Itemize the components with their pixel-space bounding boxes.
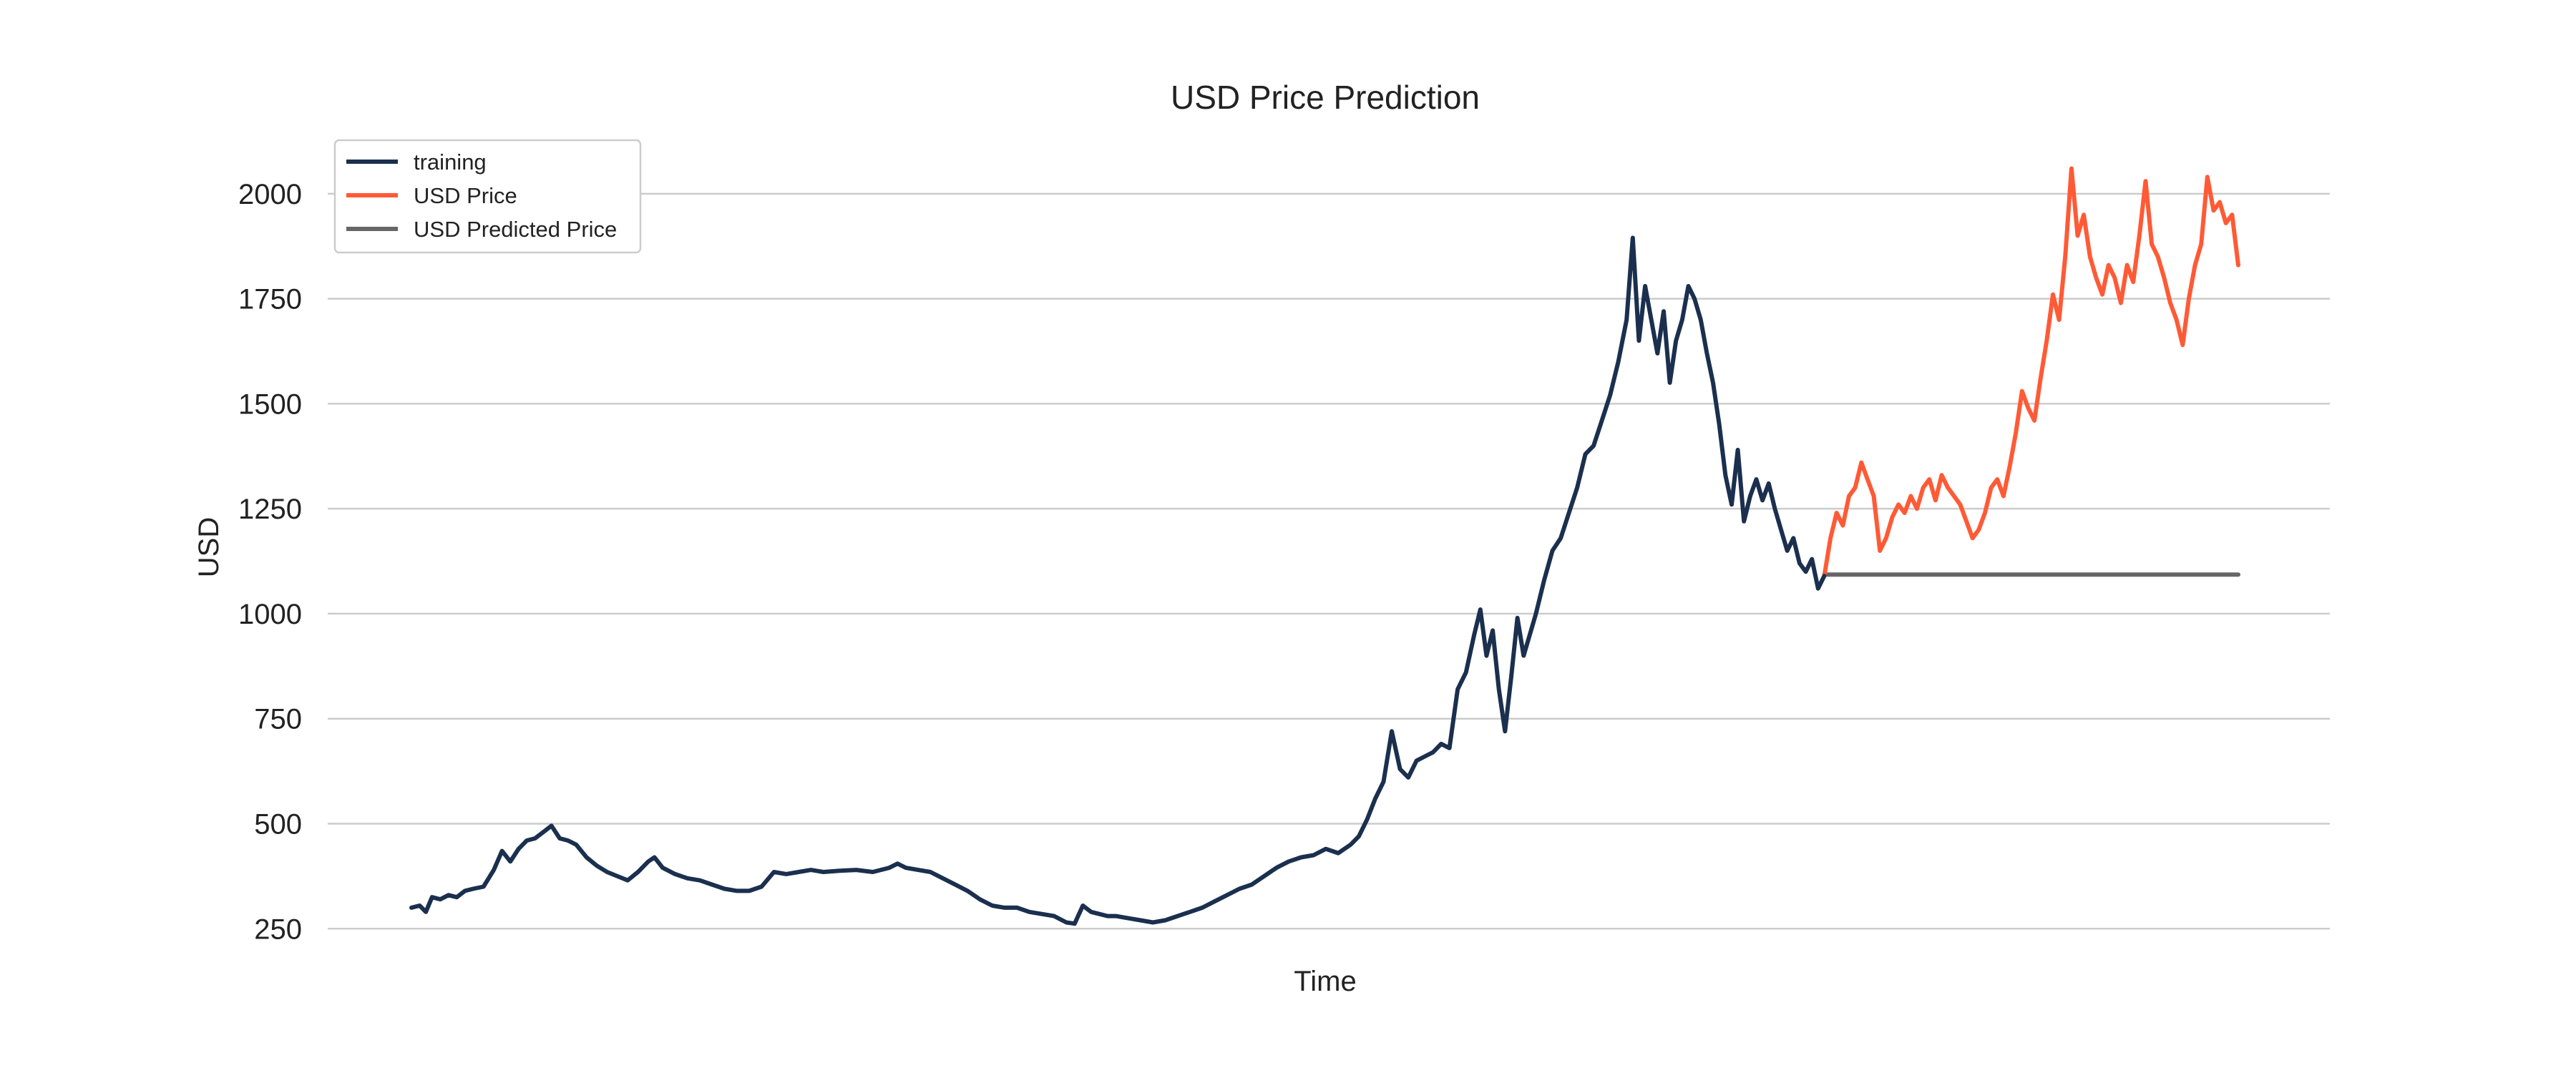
y-tick-label-750: 750 xyxy=(254,704,302,735)
y-tick-label-1000: 1000 xyxy=(238,599,302,630)
y-tick-label-500: 500 xyxy=(254,808,302,840)
series-layer xyxy=(409,166,2240,926)
legend-box xyxy=(333,139,642,254)
y-tick-label-1750: 1750 xyxy=(238,284,302,315)
legend-label-training: training xyxy=(414,150,487,175)
y-tick-label-1250: 1250 xyxy=(238,494,302,525)
legend-label-usd-price: USD Price xyxy=(414,183,517,208)
y-tick-label-2000: 2000 xyxy=(238,179,302,210)
y-tick-label-250: 250 xyxy=(254,913,302,945)
y-axis-label: USD xyxy=(193,517,225,577)
series-line-usd-price xyxy=(1822,166,2240,579)
x-axis-label: Time xyxy=(1294,966,1356,997)
chart-title: USD Price Prediction xyxy=(1171,79,1480,116)
y-tick-label-1500: 1500 xyxy=(238,388,302,420)
y-tick-labels: 250 500 750 1000 1250 1500 1750 2000 xyxy=(238,179,302,945)
legend: training USD Price USD Predicted Price xyxy=(333,139,642,254)
legend-label-usd-predicted-price: USD Predicted Price xyxy=(414,217,617,242)
series-line-training xyxy=(409,235,1827,926)
grid-layer xyxy=(328,192,2330,930)
